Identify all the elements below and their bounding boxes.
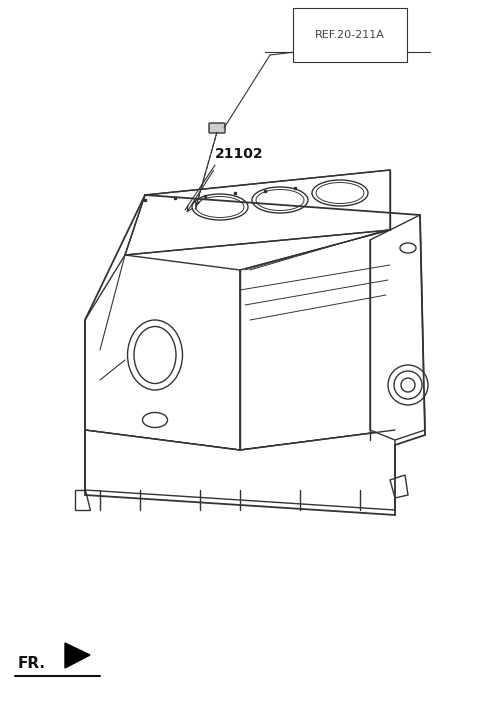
Ellipse shape xyxy=(401,378,415,392)
Ellipse shape xyxy=(388,365,428,405)
Polygon shape xyxy=(370,215,425,440)
Ellipse shape xyxy=(196,196,244,218)
Polygon shape xyxy=(85,255,240,450)
Ellipse shape xyxy=(128,320,182,390)
Polygon shape xyxy=(125,170,390,255)
Polygon shape xyxy=(240,230,395,450)
Ellipse shape xyxy=(192,194,248,220)
Polygon shape xyxy=(85,430,395,510)
Ellipse shape xyxy=(316,183,364,203)
Text: FR.: FR. xyxy=(18,656,46,671)
Ellipse shape xyxy=(400,243,416,253)
Text: REF.20-211A: REF.20-211A xyxy=(315,30,385,40)
Ellipse shape xyxy=(252,187,308,213)
Ellipse shape xyxy=(134,326,176,384)
Polygon shape xyxy=(390,475,408,498)
FancyBboxPatch shape xyxy=(209,123,225,133)
Polygon shape xyxy=(65,643,90,668)
Ellipse shape xyxy=(256,190,304,211)
Text: 21102: 21102 xyxy=(215,147,264,161)
Ellipse shape xyxy=(143,412,168,427)
Polygon shape xyxy=(75,490,90,510)
Ellipse shape xyxy=(394,371,422,399)
Ellipse shape xyxy=(312,180,368,206)
